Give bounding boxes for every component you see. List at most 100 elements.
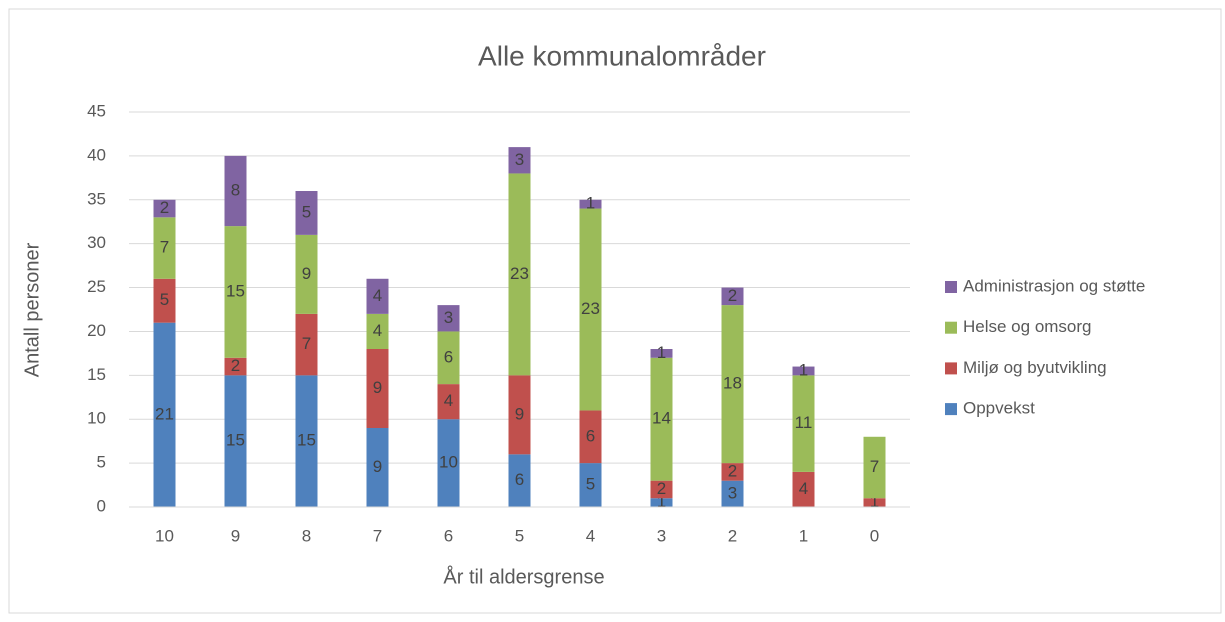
bar-segment xyxy=(508,173,531,376)
bar-segment xyxy=(437,384,460,420)
x-tick-label: 0 xyxy=(870,526,879,545)
data-label: 1 xyxy=(586,194,595,213)
data-label: 4 xyxy=(444,391,453,410)
bar-segment xyxy=(224,226,247,358)
bar-segment xyxy=(153,322,176,507)
bar-segment xyxy=(366,278,389,314)
y-tick-label: 5 xyxy=(97,453,106,472)
bar-segment xyxy=(224,155,247,227)
bar-segment xyxy=(224,375,247,507)
y-tick-label: 40 xyxy=(87,145,106,164)
bar-segment xyxy=(721,287,744,306)
x-tick-label: 9 xyxy=(231,526,240,545)
bar-segment xyxy=(508,147,531,174)
data-label: 23 xyxy=(581,299,600,318)
bar-segment xyxy=(863,436,886,499)
data-label: 5 xyxy=(302,202,311,221)
bar-segment xyxy=(579,199,602,209)
data-label: 5 xyxy=(586,475,595,494)
data-label: 1 xyxy=(870,492,879,511)
data-label: 15 xyxy=(226,281,245,300)
bar-segment xyxy=(437,331,460,385)
y-tick-label: 35 xyxy=(87,189,106,208)
bar-segment xyxy=(792,471,815,507)
bar-segment xyxy=(508,454,531,507)
data-label: 3 xyxy=(728,483,737,502)
data-label: 21 xyxy=(155,404,174,423)
bar-segment xyxy=(650,349,673,358)
x-tick-label: 6 xyxy=(444,526,453,545)
legend-label: Oppvekst xyxy=(963,399,1035,418)
bar-segment xyxy=(295,191,318,235)
data-label: 3 xyxy=(444,308,453,327)
data-label: 8 xyxy=(231,180,240,199)
x-tick-label: 8 xyxy=(302,526,311,545)
legend-label: Miljø og byutvikling xyxy=(963,358,1107,377)
bar-segment xyxy=(792,375,815,472)
bar-segment xyxy=(295,375,318,507)
chart-title: Alle kommunalområder xyxy=(478,40,766,71)
data-label: 1 xyxy=(657,492,666,511)
y-axis-title: Antall personer xyxy=(21,242,43,377)
x-tick-label: 1 xyxy=(799,526,808,545)
bar-segment xyxy=(650,498,673,507)
bar-segment xyxy=(224,357,247,376)
legend-swatch xyxy=(945,403,957,416)
data-label: 2 xyxy=(657,479,666,498)
data-label: 23 xyxy=(510,264,529,283)
chart-border xyxy=(8,8,1222,614)
data-label: 5 xyxy=(160,290,169,309)
bar-segment xyxy=(721,463,744,481)
data-label: 9 xyxy=(302,264,311,283)
y-tick-label: 25 xyxy=(87,277,106,296)
y-tick-label: 10 xyxy=(87,409,106,428)
data-label: 10 xyxy=(439,453,458,472)
data-label: 4 xyxy=(799,479,808,498)
y-tick-label: 0 xyxy=(97,496,106,515)
y-tick-label: 20 xyxy=(87,321,106,340)
data-label: 3 xyxy=(515,150,524,169)
data-label: 6 xyxy=(586,426,595,445)
bar-segment xyxy=(295,234,318,314)
data-label: 1 xyxy=(799,360,808,379)
legend-swatch xyxy=(945,281,957,293)
x-tick-label: 4 xyxy=(586,526,595,545)
x-tick-label: 2 xyxy=(728,526,737,545)
data-label: 4 xyxy=(373,286,382,305)
bar-segment xyxy=(437,305,460,332)
data-label: 1 xyxy=(657,343,666,362)
y-tick-label: 30 xyxy=(87,233,106,252)
bar-segment xyxy=(366,428,389,507)
bar-segment xyxy=(792,366,815,376)
data-label: 6 xyxy=(515,470,524,489)
x-axis-title: År til aldersgrense xyxy=(443,565,604,588)
data-label: 18 xyxy=(723,374,742,393)
x-tick-label: 10 xyxy=(155,526,174,545)
legend-swatch xyxy=(945,321,957,334)
legend-swatch xyxy=(945,362,957,375)
legend-label: Helse og omsorg xyxy=(963,317,1092,336)
data-label: 14 xyxy=(652,409,671,428)
bar-segment xyxy=(508,375,531,455)
bar-segment xyxy=(650,357,673,481)
data-label: 6 xyxy=(444,347,453,366)
data-label: 2 xyxy=(728,286,737,305)
bar-segment xyxy=(579,463,602,507)
bar-segment xyxy=(721,305,744,464)
data-label: 7 xyxy=(160,238,169,257)
data-label: 11 xyxy=(795,413,813,432)
bar-segment xyxy=(366,313,389,349)
data-label: 2 xyxy=(728,461,737,480)
bar-segment xyxy=(721,480,744,507)
data-label: 7 xyxy=(870,457,879,476)
bar-segment xyxy=(153,199,176,218)
data-label: 15 xyxy=(297,431,316,450)
data-label: 2 xyxy=(160,198,169,217)
bar-segment xyxy=(579,410,602,464)
data-label: 9 xyxy=(515,404,524,423)
x-tick-label: 3 xyxy=(657,526,666,545)
bar-segment xyxy=(153,278,176,323)
y-tick-label: 15 xyxy=(87,365,106,384)
data-label: 9 xyxy=(373,457,382,476)
